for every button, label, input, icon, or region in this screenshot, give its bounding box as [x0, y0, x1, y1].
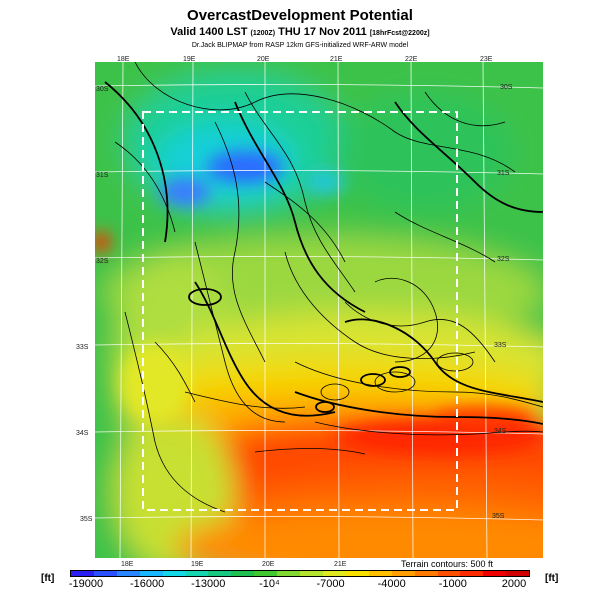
- colorbar-tick-label: -16000: [130, 578, 165, 590]
- lon-label-bottom: 18E: [121, 561, 134, 568]
- colorbar-segment: [162, 571, 186, 576]
- colorbar-unit-right: [ft]: [545, 573, 559, 584]
- valid-time-utc: (1200Z): [250, 30, 276, 37]
- valid-time-line: Valid 1400 LST (1200Z) THU 17 Nov 2011 […: [0, 26, 600, 38]
- terrain-contours: [114, 62, 543, 513]
- colorbar-segment: [460, 571, 484, 576]
- colorbar-segment: [208, 571, 232, 576]
- colorbar-tick-label: -13000: [191, 578, 226, 590]
- terrain-contours-major: [104, 81, 543, 425]
- colorbar-segment: [391, 571, 415, 576]
- lat-label-right: 35S: [492, 513, 505, 520]
- colorbar-segment: [254, 571, 278, 576]
- colorbar-tick-label: -10⁴: [259, 578, 280, 590]
- lat-label-left: 33S: [76, 344, 89, 351]
- colorbar-segment: [506, 571, 530, 576]
- lat-label-left: 32S: [96, 258, 109, 265]
- colorbar-segment: [185, 571, 209, 576]
- forecast-map[interactable]: [95, 62, 543, 558]
- lat-label-right: 34S: [494, 428, 507, 435]
- colorbar-segment: [71, 571, 94, 576]
- lat-label-left: 34S: [76, 430, 89, 437]
- map-title: OvercastDevelopment Potential: [187, 7, 413, 24]
- colorbar-ticks: -19000 -16000 -13000 -10⁴ -7000 -4000 -1000 200…: [62, 578, 538, 592]
- lat-label-right: 30S: [500, 84, 513, 91]
- lat-label-right: 32S: [497, 256, 510, 263]
- colorbar-segment: [483, 571, 507, 576]
- valid-date: THU 17 Nov 2011: [278, 26, 367, 38]
- colorbar-segment: [139, 571, 163, 576]
- lon-label-top: 22E: [405, 56, 418, 63]
- colorbar-segment: [437, 571, 461, 576]
- lon-label-top: 18E: [117, 56, 130, 63]
- colorbar-segment: [277, 571, 301, 576]
- map-canvas: [95, 62, 543, 558]
- colorbar-segment: [231, 571, 255, 576]
- lon-label-bottom: 19E: [191, 561, 204, 568]
- colorbar-tick-label: -7000: [316, 578, 345, 590]
- colorbar-tick-label: -1000: [438, 578, 467, 590]
- lon-label-bottom: 20E: [262, 561, 275, 568]
- colorbar-tick-label: 2000: [501, 578, 527, 590]
- colorbar-segment: [414, 571, 438, 576]
- colorbar-segment: [322, 571, 346, 576]
- valid-time: Valid 1400 LST: [170, 26, 248, 38]
- model-credit: Dr.Jack BLIPMAP from RASP 12km GFS-initi…: [191, 42, 409, 49]
- terrain-contour-note: Terrain contours: 500 ft: [401, 559, 494, 569]
- lon-label-top: 19E: [183, 56, 196, 63]
- lon-label-bottom: 21E: [334, 561, 347, 568]
- lat-lon-grid: [95, 62, 543, 558]
- colorbar-segment: [93, 571, 117, 576]
- inner-domain-box: [142, 111, 458, 511]
- lat-label-right: 31S: [497, 170, 510, 177]
- lon-label-top: 20E: [257, 56, 270, 63]
- colorbar-tick-label: -4000: [377, 578, 406, 590]
- colorbar-tick-label: -19000: [68, 578, 104, 590]
- colorbar-segment: [345, 571, 369, 576]
- lat-label-left: 35S: [80, 516, 93, 523]
- forecast-info: [18hrFcst@2200z]: [369, 30, 430, 37]
- colorbar-segment: [116, 571, 140, 576]
- colorbar-unit-left: [ft]: [41, 573, 55, 584]
- colorbar-segment: [300, 571, 323, 576]
- lat-label-left: 31S: [96, 172, 109, 179]
- lat-label-right: 33S: [494, 342, 507, 349]
- colorbar-segment: [368, 571, 392, 576]
- colorbar: [70, 570, 530, 577]
- potential-field: [95, 62, 543, 558]
- lon-label-top: 21E: [330, 56, 343, 63]
- lon-label-top: 23E: [480, 56, 493, 63]
- lat-label-left: 30S: [96, 86, 109, 93]
